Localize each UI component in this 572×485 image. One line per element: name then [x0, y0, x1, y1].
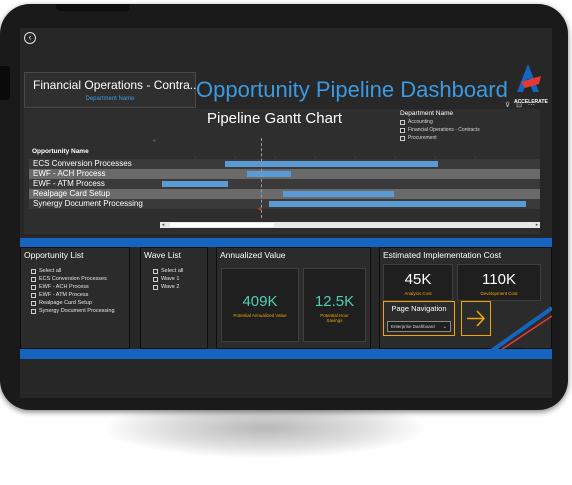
gantt-row-label: EWF - ATM Process [33, 179, 105, 188]
gantt-bar[interactable] [224, 161, 438, 167]
gantt-row-label: EWF - ACH Process [33, 169, 106, 178]
gantt-row[interactable]: Synergy Document Processing [29, 199, 540, 209]
gantt-row-label: Realpage Card Setup [33, 189, 110, 198]
development-cost-label: Development Cost [480, 291, 518, 296]
implementation-cost-title: Estimated Implementation Cost [383, 250, 502, 260]
gantt-column-header: Opportunity Name [32, 148, 89, 155]
footer-band [20, 349, 552, 359]
gantt-bar[interactable] [246, 171, 291, 177]
back-arrow-icon[interactable]: ‹ [24, 32, 36, 44]
hour-savings-label: Potential Hour Savings [320, 313, 349, 323]
decorative-stripes [490, 306, 552, 354]
scroll-left-icon[interactable]: ◂ [161, 222, 165, 228]
page-navigation: Page Navigation Enterprise Dashboard ⌄ [383, 301, 455, 336]
legend-item-financial-operations[interactable]: Financial Operations - Contracts [400, 127, 536, 133]
legend-item-accounting[interactable]: Accounting [400, 119, 536, 125]
checkbox-icon [153, 276, 158, 282]
gantt-legend: Department Name Accounting Financial Ope… [396, 110, 536, 146]
checkbox-icon [31, 292, 36, 298]
annualized-value-title: Annualized Value [220, 250, 286, 260]
opportunity-option[interactable]: ECS Conversion Processes [31, 275, 115, 283]
wave-list-title: Wave List [144, 250, 182, 260]
visual-toolbar-icons[interactable]: ⊽ ⊡ ⋯ [505, 102, 537, 109]
analysis-cost-number: 45K [404, 271, 432, 288]
hour-savings-number: 12.5K [314, 293, 355, 310]
department-slicer-label: Department Name [85, 96, 135, 102]
checkbox-icon [31, 308, 36, 314]
divider-band [20, 238, 552, 247]
opportunity-option[interactable]: Synergy Document Processing [31, 307, 115, 315]
today-marker-icon: ▲ [257, 206, 263, 212]
checkbox-icon [153, 284, 158, 290]
annualized-value-number: 409K [242, 293, 278, 310]
collapse-icon[interactable]: « [153, 138, 156, 144]
wave-list-slicer: Wave List Select all Wave 1 Wave 2 [140, 247, 208, 349]
department-slicer-value: Financial Operations - Contra... [33, 78, 200, 92]
analysis-cost-kpi: 45K Analysis Cost [383, 264, 453, 301]
hour-savings-kpi: 12.5K Potential Hour Savings [303, 268, 366, 342]
gantt-bar[interactable] [283, 191, 394, 197]
checkbox-icon [31, 284, 36, 290]
wave-option[interactable]: Wave 2 [153, 283, 183, 291]
page-navigation-dropdown[interactable]: Enterprise Dashboard ⌄ [387, 321, 451, 332]
opportunity-list-slicer: Opportunity List Select all ECS Conversi… [20, 247, 130, 349]
gantt-row[interactable]: Realpage Card Setup [29, 189, 540, 199]
gantt-bar[interactable] [162, 181, 229, 187]
checkbox-icon [31, 268, 36, 274]
opportunity-option[interactable]: EWF - ATM Process [31, 291, 115, 299]
logo-text: ACCELERATE [514, 99, 548, 105]
dashboard-screen: ‹ Financial Operations - Contra... Depar… [20, 28, 552, 398]
opportunity-option[interactable]: EWF - ACH Process [31, 283, 115, 291]
gantt-scrollbar[interactable]: ◂ ▸ [160, 222, 540, 228]
department-slicer[interactable]: Financial Operations - Contra... Departm… [24, 72, 200, 108]
scroll-right-icon[interactable]: ▸ [535, 222, 539, 228]
opportunity-list-title: Opportunity List [24, 250, 84, 260]
checkbox-icon [31, 300, 36, 306]
annualized-value-kpi: 409K Potential Annualized Value [221, 268, 299, 342]
checkbox-icon [400, 135, 405, 141]
wave-option[interactable]: Select all [153, 267, 183, 275]
annualized-value-card: Annualized Value 409K Potential Annualiz… [216, 247, 371, 349]
tablet-top-button [56, 4, 130, 11]
gantt-row[interactable]: EWF - ATM Process [29, 179, 540, 189]
gantt-bar[interactable] [268, 201, 527, 207]
legend-title: Department Name [400, 110, 454, 117]
checkbox-icon [400, 119, 405, 125]
scrollbar-thumb[interactable] [170, 223, 274, 227]
opportunity-option[interactable]: Select all [31, 267, 115, 275]
navigate-button[interactable] [461, 301, 491, 336]
analysis-cost-label: Analysis Cost [404, 291, 432, 296]
checkbox-icon [31, 276, 36, 282]
today-line [261, 138, 262, 218]
chevron-down-icon: ⌄ [442, 324, 447, 330]
checkbox-icon [153, 268, 158, 274]
development-cost-number: 110K [482, 271, 516, 288]
gantt-row-label: Synergy Document Processing [33, 199, 143, 208]
gantt-row-label: ECS Conversion Processes [33, 159, 132, 168]
gantt-title: Pipeline Gantt Chart [207, 110, 343, 127]
page-title: Opportunity Pipeline Dashboard [196, 77, 508, 102]
wave-option[interactable]: Wave 1 [153, 275, 183, 283]
legend-item-procurement[interactable]: Procurement [400, 135, 536, 141]
gantt-row[interactable]: EWF - ACH Process [29, 169, 540, 179]
development-cost-kpi: 110K Development Cost [457, 264, 541, 301]
annualized-value-label: Potential Annualized Value [233, 313, 287, 318]
tablet-frame: ‹ Financial Operations - Contra... Depar… [0, 4, 568, 410]
accelerate-logo-icon [517, 64, 541, 92]
arrow-right-icon [467, 310, 486, 327]
page-navigation-title: Page Navigation [391, 304, 447, 313]
checkbox-checked-icon [400, 127, 405, 133]
opportunity-option[interactable]: Realpage Card Setup [31, 299, 115, 307]
tablet-side-button [0, 66, 10, 100]
gantt-row[interactable]: ECS Conversion Processes [29, 159, 540, 169]
